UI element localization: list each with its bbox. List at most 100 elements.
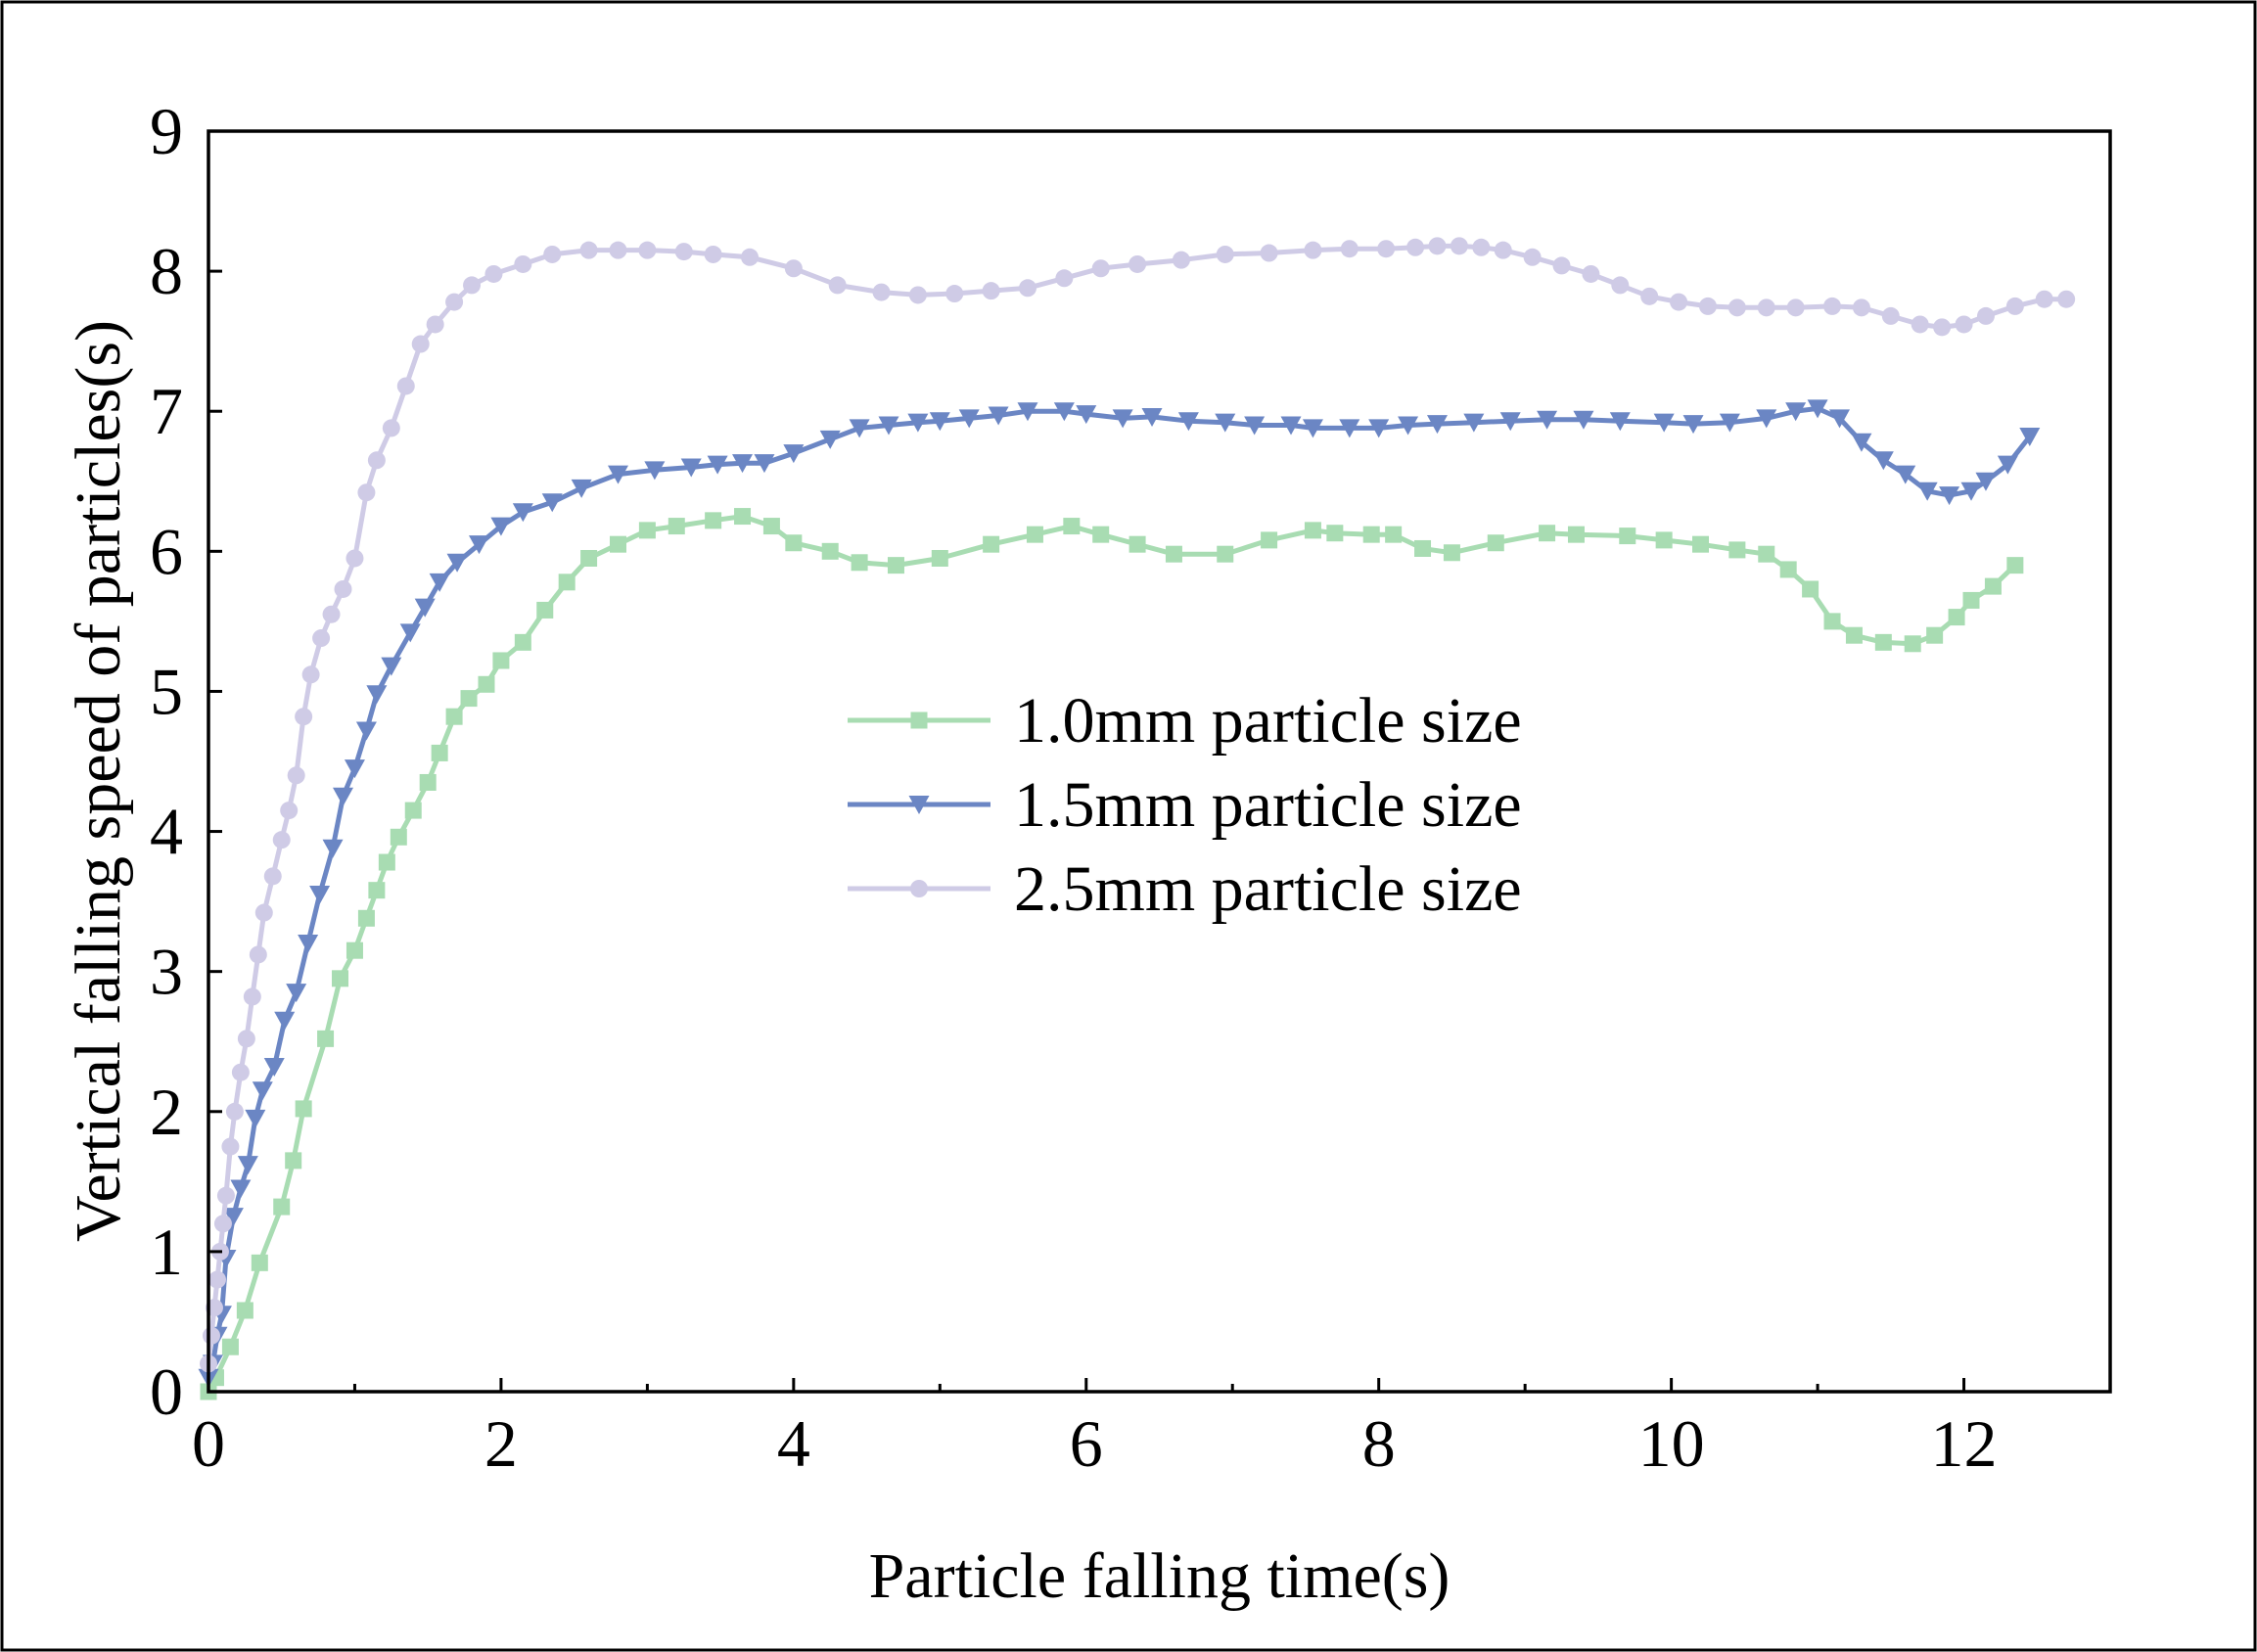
x-axis-title: Particle falling time(s) (869, 1540, 1451, 1612)
data-point (492, 652, 510, 669)
data-point (945, 285, 964, 303)
data-point (1165, 545, 1182, 563)
data-point (404, 802, 422, 819)
data-point (514, 254, 532, 273)
data-point (484, 264, 503, 283)
data-point (1172, 251, 1190, 269)
data-point (1823, 613, 1841, 630)
data-point (887, 557, 904, 574)
data-point (1962, 591, 1980, 609)
data-point (982, 282, 1000, 300)
data-point (1128, 535, 1146, 553)
data-point (317, 1030, 335, 1047)
data-point (1304, 241, 1322, 259)
x-tick-label: 6 (1070, 1406, 1103, 1481)
data-point (1053, 402, 1075, 422)
data-point (322, 605, 341, 623)
y-tick-label: 1 (150, 1215, 183, 1289)
data-point (295, 1100, 312, 1118)
y-tick-label: 2 (150, 1075, 183, 1149)
data-point (286, 984, 307, 1003)
data-point (1872, 451, 1894, 471)
data-point (732, 454, 754, 474)
data-point (1552, 256, 1571, 275)
data-point (872, 283, 891, 301)
data-point (1655, 531, 1673, 549)
data-point (644, 461, 666, 481)
x-tick-label: 10 (1638, 1406, 1705, 1481)
data-point (490, 517, 512, 536)
data-point (741, 248, 760, 266)
data-point (1719, 413, 1740, 433)
data-point (285, 1152, 302, 1170)
y-tick-label: 4 (150, 795, 183, 869)
data-point (334, 579, 352, 598)
data-point (1874, 633, 1892, 651)
data-point (273, 1198, 291, 1216)
data-point (878, 416, 899, 436)
data-point (1494, 241, 1512, 259)
data-point (2006, 557, 2024, 574)
legend-label: 2.5mm particle size (1014, 853, 1522, 925)
data-point (1177, 412, 1199, 432)
data-point (579, 241, 598, 259)
data-point (762, 518, 780, 535)
data-point (287, 766, 305, 785)
data-point (237, 1156, 258, 1175)
data-point (1895, 465, 1916, 484)
data-point (1976, 306, 1995, 325)
data-point (357, 909, 375, 927)
data-point (1756, 409, 1777, 429)
data-point (1933, 318, 1952, 337)
legend-marker (908, 796, 930, 814)
data-point (1807, 399, 1828, 419)
x-tick-label: 4 (777, 1406, 810, 1481)
data-point (1948, 609, 1965, 626)
data-point (1728, 541, 1746, 559)
data-point (821, 542, 839, 560)
data-point (1260, 244, 1278, 262)
data-point (1881, 306, 1900, 325)
data-point (1779, 561, 1797, 578)
data-point (431, 744, 448, 761)
series-1 (200, 508, 2024, 1400)
data-point (609, 241, 627, 259)
data-point (225, 1102, 244, 1121)
y-axis: 0 1 2 3 4 5 6 7 8 9 (150, 94, 222, 1429)
data-point (638, 241, 657, 259)
y-tick-label: 9 (150, 94, 183, 168)
data-point (674, 243, 693, 261)
data-point (819, 430, 841, 449)
data-point (414, 598, 436, 618)
y-tick-label: 7 (150, 374, 183, 448)
data-point (1939, 486, 1960, 506)
x-tick-label: 0 (192, 1406, 225, 1481)
y-tick-label: 0 (150, 1354, 183, 1429)
data-point (221, 1137, 240, 1156)
data-point (357, 483, 376, 502)
data-point (1670, 293, 1688, 311)
legend-marker (910, 711, 928, 729)
data-point (345, 549, 364, 568)
y-tick-label: 6 (150, 514, 183, 588)
data-point (446, 553, 468, 573)
data-point (460, 690, 478, 708)
data-point (541, 493, 563, 513)
y-axis-title: Vertical falling speed of particles(s) (63, 320, 134, 1242)
data-point (2019, 427, 2041, 446)
data-point (785, 534, 803, 552)
data-point (382, 419, 400, 437)
data-point (558, 574, 576, 591)
data-point (607, 465, 628, 484)
data-point (298, 935, 319, 954)
series-3 (200, 237, 2076, 1373)
data-point (378, 853, 395, 871)
data-point (1802, 580, 1819, 598)
data-point (469, 535, 490, 555)
data-point (237, 1030, 255, 1048)
data-point (1582, 264, 1600, 283)
data-point (1828, 409, 1850, 429)
data-point (1916, 482, 1938, 501)
data-point (1911, 315, 1929, 334)
data-point (1216, 245, 1234, 263)
